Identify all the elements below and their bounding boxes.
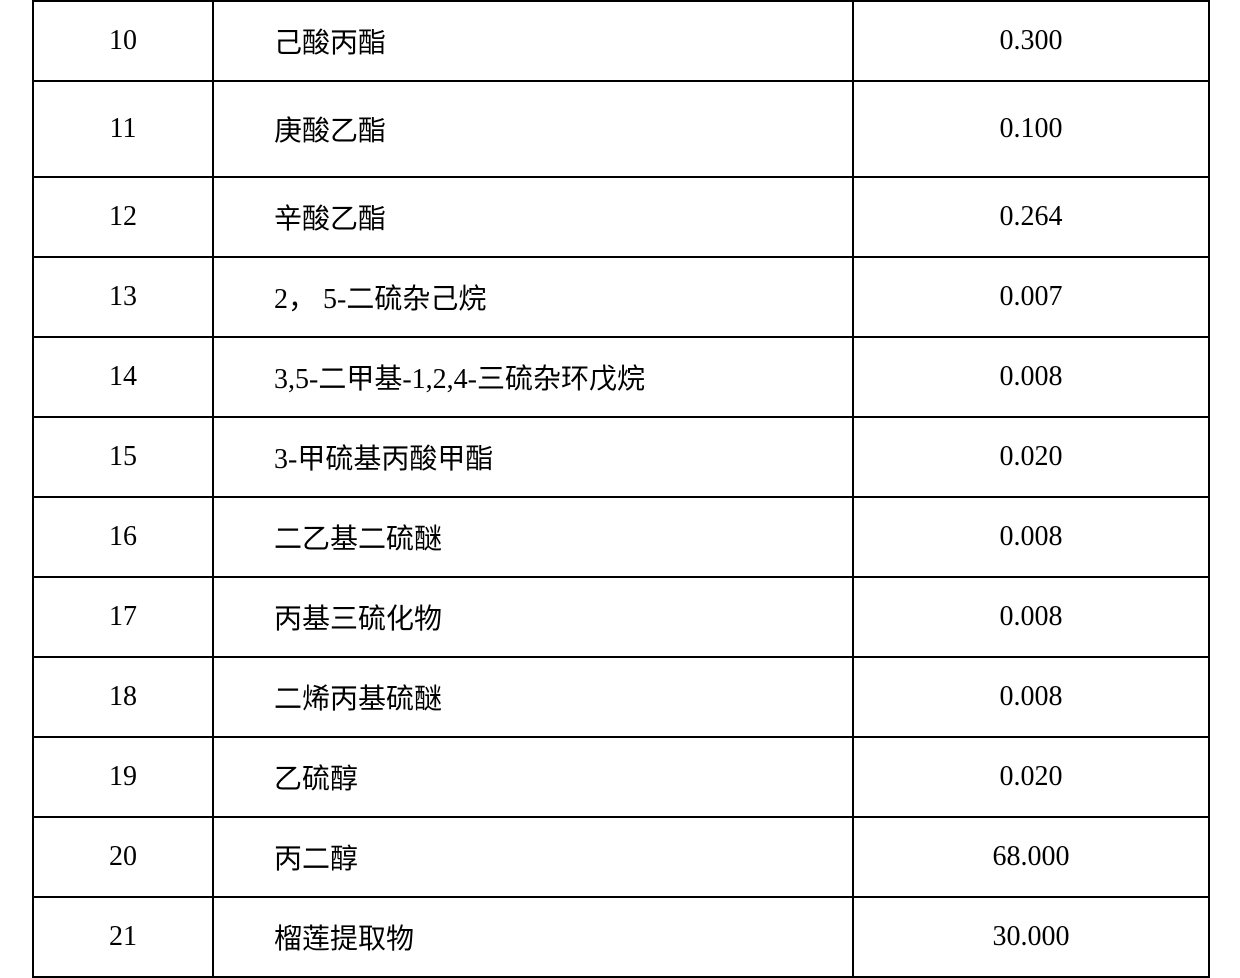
cell-name: 3-甲硫基丙酸甲酯 — [213, 417, 853, 497]
cell-name: 3,5-二甲基-1,2,4-三硫杂环戊烷 — [213, 337, 853, 417]
cell-value: 0.264 — [853, 177, 1209, 257]
cell-value: 0.020 — [853, 737, 1209, 817]
table-row: 12 辛酸乙酯 0.264 — [33, 177, 1209, 257]
cell-value: 0.007 — [853, 257, 1209, 337]
cell-value: 0.008 — [853, 657, 1209, 737]
cell-name: 庚酸乙酯 — [213, 81, 853, 177]
cell-value: 0.008 — [853, 497, 1209, 577]
cell-value: 0.008 — [853, 337, 1209, 417]
cell-name: 丙基三硫化物 — [213, 577, 853, 657]
cell-value: 0.008 — [853, 577, 1209, 657]
cell-name: 辛酸乙酯 — [213, 177, 853, 257]
cell-index: 12 — [33, 177, 213, 257]
table-row: 16 二乙基二硫醚 0.008 — [33, 497, 1209, 577]
cell-index: 13 — [33, 257, 213, 337]
table-container: 10 己酸丙酯 0.300 11 庚酸乙酯 0.100 12 辛酸乙酯 0.26… — [0, 0, 1240, 978]
table-row: 15 3-甲硫基丙酸甲酯 0.020 — [33, 417, 1209, 497]
table-row: 13 2， 5-二硫杂己烷 0.007 — [33, 257, 1209, 337]
cell-index: 21 — [33, 897, 213, 977]
cell-name: 己酸丙酯 — [213, 1, 853, 81]
table-row: 20 丙二醇 68.000 — [33, 817, 1209, 897]
cell-value: 0.020 — [853, 417, 1209, 497]
table-row: 18 二烯丙基硫醚 0.008 — [33, 657, 1209, 737]
cell-index: 11 — [33, 81, 213, 177]
cell-index: 10 — [33, 1, 213, 81]
table-row: 14 3,5-二甲基-1,2,4-三硫杂环戊烷 0.008 — [33, 337, 1209, 417]
cell-name: 丙二醇 — [213, 817, 853, 897]
cell-value: 0.100 — [853, 81, 1209, 177]
cell-name: 榴莲提取物 — [213, 897, 853, 977]
cell-index: 16 — [33, 497, 213, 577]
table-row: 21 榴莲提取物 30.000 — [33, 897, 1209, 977]
cell-index: 15 — [33, 417, 213, 497]
table-row: 17 丙基三硫化物 0.008 — [33, 577, 1209, 657]
cell-value: 30.000 — [853, 897, 1209, 977]
cell-name: 乙硫醇 — [213, 737, 853, 817]
cell-value: 0.300 — [853, 1, 1209, 81]
ingredients-table: 10 己酸丙酯 0.300 11 庚酸乙酯 0.100 12 辛酸乙酯 0.26… — [32, 0, 1210, 978]
cell-value: 68.000 — [853, 817, 1209, 897]
table-row: 11 庚酸乙酯 0.100 — [33, 81, 1209, 177]
cell-index: 17 — [33, 577, 213, 657]
cell-name: 二乙基二硫醚 — [213, 497, 853, 577]
cell-index: 18 — [33, 657, 213, 737]
table-row: 19 乙硫醇 0.020 — [33, 737, 1209, 817]
cell-index: 14 — [33, 337, 213, 417]
cell-index: 19 — [33, 737, 213, 817]
cell-index: 20 — [33, 817, 213, 897]
cell-name: 2， 5-二硫杂己烷 — [213, 257, 853, 337]
table-row: 10 己酸丙酯 0.300 — [33, 1, 1209, 81]
cell-name: 二烯丙基硫醚 — [213, 657, 853, 737]
